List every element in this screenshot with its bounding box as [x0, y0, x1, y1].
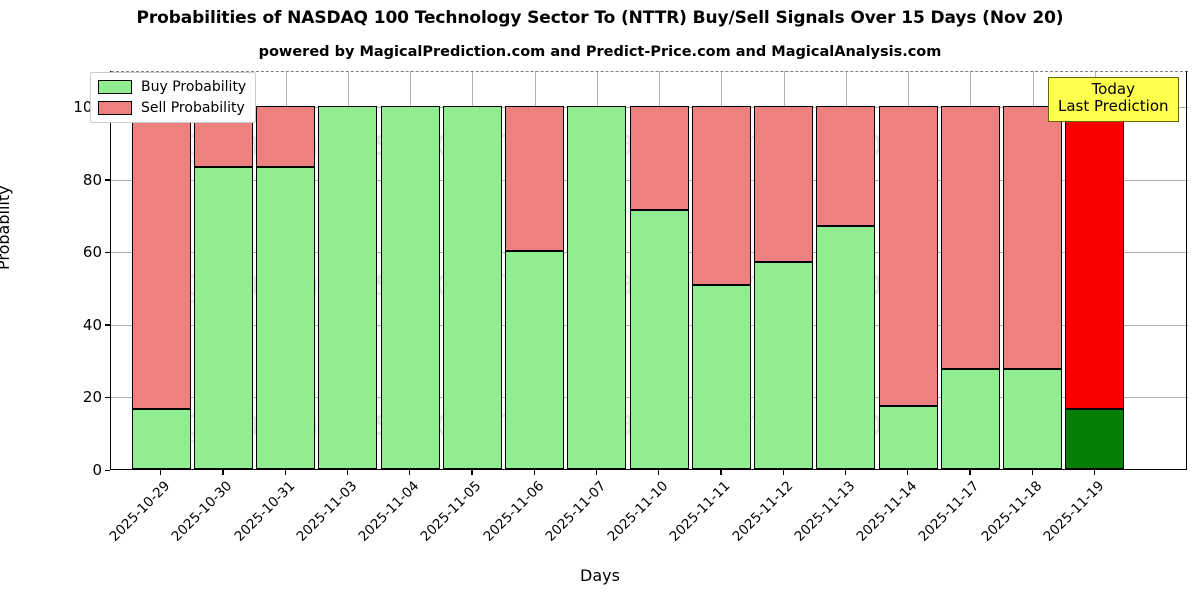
y-tick-mark — [105, 396, 110, 399]
y-tick-label: 60 — [82, 243, 102, 262]
bar-segment-buy — [193, 166, 253, 469]
y-tick-label: 20 — [82, 388, 102, 407]
today-annotation-line1: Today — [1091, 80, 1135, 98]
x-tick-mark — [1031, 470, 1033, 475]
today-annotation-line2: Last Prediction — [1058, 97, 1169, 116]
bar-segment-buy — [816, 225, 876, 469]
x-tick-mark — [409, 470, 411, 475]
bar-group — [1003, 70, 1063, 469]
bar-segment-buy — [567, 106, 627, 469]
bar-group — [380, 70, 440, 469]
bar-segment-buy — [380, 106, 440, 469]
y-tick-mark — [105, 469, 110, 471]
x-tick-mark — [533, 470, 535, 475]
bar-segment-buy — [754, 262, 814, 469]
bar-group — [567, 70, 627, 469]
bar-segment-sell — [256, 106, 316, 167]
y-tick-mark — [105, 251, 110, 254]
plot-area: MagicalAnalysis.comMagicalPrediction.com… — [110, 70, 1188, 470]
bar-group — [131, 70, 191, 469]
bar-segment-sell — [505, 106, 565, 252]
bar-group — [878, 70, 938, 469]
legend-swatch-sell — [98, 101, 132, 115]
legend-swatch-buy — [98, 80, 132, 94]
y-axis-label: Probability — [0, 185, 13, 270]
y-tick-mark — [105, 324, 110, 326]
bar-segment-buy — [131, 409, 191, 469]
bar-segment-sell — [1065, 106, 1125, 410]
x-tick-mark — [720, 470, 722, 475]
x-tick-mark — [471, 470, 473, 475]
bar-segment-sell — [878, 106, 938, 406]
x-tick-mark — [222, 470, 224, 475]
bar-group — [1065, 70, 1125, 469]
bar-group — [691, 70, 751, 469]
bar-segment-buy — [940, 368, 1000, 469]
bar-segment-buy — [505, 251, 565, 469]
bar-segment-buy — [1003, 368, 1063, 469]
x-axis-label: Days — [580, 566, 620, 585]
legend-label-sell: Sell Probability — [141, 100, 245, 116]
x-tick-mark — [160, 470, 162, 475]
chart-title: Probabilities of NASDAQ 100 Technology S… — [136, 8, 1064, 28]
x-tick-mark — [284, 470, 286, 475]
x-tick-mark — [907, 470, 909, 475]
bar-segment-sell — [629, 106, 689, 210]
x-tick-mark — [1093, 470, 1096, 475]
legend-item-sell: Sell Probability — [98, 100, 246, 116]
bar-segment-buy — [318, 106, 378, 469]
y-tick-label: 80 — [82, 170, 102, 189]
y-tick-label: 40 — [82, 315, 102, 334]
legend-label-buy: Buy Probability — [141, 79, 247, 95]
y-tick-label: 0 — [92, 461, 102, 479]
bar-group — [629, 70, 689, 469]
bar-group — [256, 70, 316, 469]
bar-segment-buy — [691, 285, 751, 469]
bar-segment-buy — [1065, 409, 1125, 469]
bar-group — [505, 70, 565, 469]
bar-group — [442, 70, 502, 469]
chart-subtitle: powered by MagicalPrediction.com and Pre… — [258, 44, 942, 60]
legend-item-buy: Buy Probability — [98, 79, 246, 95]
x-tick-mark — [658, 470, 660, 475]
bar-segment-sell — [1003, 106, 1063, 369]
bar-segment-buy — [629, 210, 689, 469]
bar-segment-sell — [754, 106, 814, 263]
x-tick-mark — [782, 470, 784, 475]
bar-group — [940, 70, 1000, 469]
chart-legend: Buy Probability Sell Probability — [90, 72, 257, 123]
bar-segment-sell — [691, 106, 751, 286]
bar-segment-buy — [878, 405, 938, 469]
x-tick-mark — [346, 470, 349, 475]
bar-segment-sell — [940, 106, 1000, 369]
bar-group — [193, 70, 253, 469]
threshold-line — [111, 71, 1188, 72]
bar-segment-sell — [816, 106, 876, 226]
bar-group — [318, 70, 378, 469]
today-annotation: Today Last Prediction — [1048, 77, 1179, 122]
x-tick-mark — [844, 470, 847, 475]
y-tick-mark — [105, 179, 110, 181]
bar-group — [816, 70, 876, 469]
x-tick-mark — [969, 470, 971, 475]
bar-segment-buy — [256, 166, 316, 469]
bar-group — [754, 70, 814, 469]
bar-segment-sell — [131, 106, 191, 410]
bar-segment-buy — [442, 106, 502, 469]
x-tick-mark — [595, 470, 598, 475]
